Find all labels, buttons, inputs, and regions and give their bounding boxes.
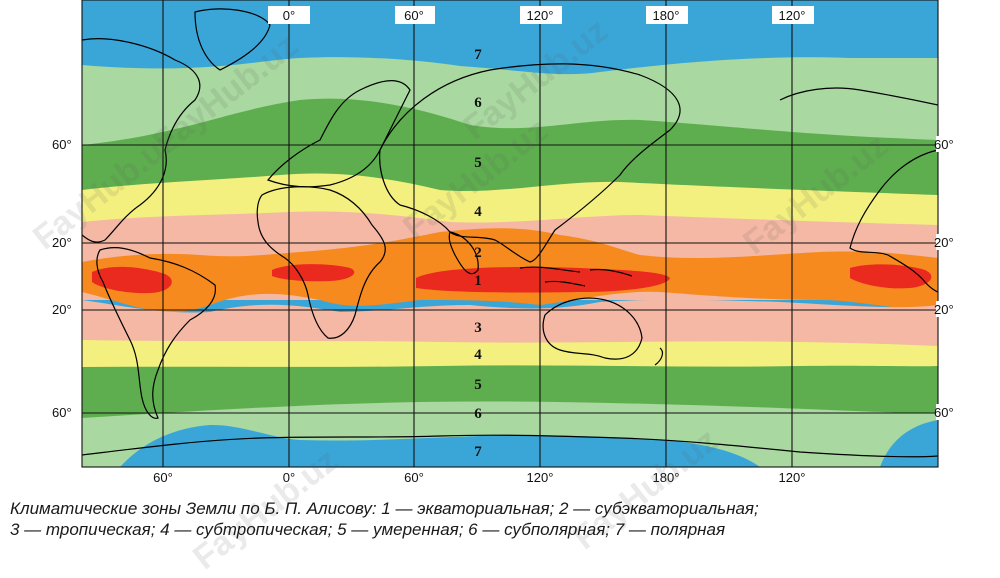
latitude-label: 20° bbox=[52, 235, 72, 250]
zone-number-label: 2 bbox=[474, 245, 482, 261]
longitude-label: 60° bbox=[404, 8, 424, 23]
latitude-label: 60° bbox=[52, 137, 72, 152]
zone-number-label: 5 bbox=[474, 155, 482, 171]
south-america-outline bbox=[96, 247, 217, 419]
equatorial-zone-africa bbox=[272, 264, 355, 282]
zone-number-label: 4 bbox=[474, 347, 482, 363]
longitude-label: 0° bbox=[283, 470, 295, 485]
latitude-labels-left: 60° 20° 20° 60° bbox=[50, 136, 80, 420]
latitude-label: 60° bbox=[52, 405, 72, 420]
longitude-label: 120° bbox=[527, 470, 554, 485]
asia-outline bbox=[379, 63, 681, 263]
caption-line: 3 — тропическая; 4 — субтропическая; 5 —… bbox=[10, 520, 726, 539]
zone-number-label: 4 bbox=[474, 204, 482, 220]
zone-number-label: 5 bbox=[474, 377, 482, 393]
greenland-outline bbox=[194, 8, 271, 71]
subtropical-zone-south bbox=[82, 340, 938, 372]
longitude-label: 60° bbox=[153, 470, 173, 485]
climate-zones-map: 0° 60° 120° 180° 120° 60° 0° 60° 120° 18… bbox=[50, 0, 970, 485]
zone-number-label: 3 bbox=[474, 320, 482, 336]
zone-number-label: 6 bbox=[474, 95, 482, 111]
longitude-label: 120° bbox=[527, 8, 554, 23]
longitude-labels-top: 0° 60° 120° 180° 120° bbox=[268, 6, 814, 24]
longitude-label: 120° bbox=[779, 8, 806, 23]
new-zealand-outline bbox=[654, 347, 664, 366]
north-america-outline bbox=[82, 38, 201, 243]
polar-zone-south-east bbox=[880, 420, 938, 467]
alaska-outline bbox=[779, 87, 938, 106]
europe-outline bbox=[267, 80, 411, 188]
longitude-label: 180° bbox=[653, 8, 680, 23]
equatorial-zone-asia-pacific bbox=[416, 267, 670, 293]
map-frame bbox=[81, 0, 939, 468]
latitude-label: 60° bbox=[934, 137, 954, 152]
antarctica-outline bbox=[82, 434, 938, 458]
equatorial-zone-east-pacific bbox=[850, 264, 932, 289]
longitude-labels-bottom: 60° 0° 60° 120° 180° 120° bbox=[153, 470, 805, 485]
latitude-label: 60° bbox=[934, 405, 954, 420]
map-caption: Климатические зоны Земли по Б. П. Алисов… bbox=[10, 498, 995, 540]
latitude-labels-right: 60° 20° 20° 60° bbox=[934, 136, 970, 420]
zone-number-labels: 7 6 5 4 2 1 3 4 5 6 7 bbox=[474, 47, 482, 460]
climate-zone-bands bbox=[82, 0, 938, 467]
caption-line: Климатические зоны Земли по Б. П. Алисов… bbox=[10, 499, 759, 518]
graticule bbox=[81, 0, 939, 468]
zone-number-label: 7 bbox=[474, 47, 482, 63]
zone-number-label: 6 bbox=[474, 406, 482, 422]
zone-number-label: 7 bbox=[474, 444, 482, 460]
latitude-label: 20° bbox=[934, 235, 954, 250]
equatorial-zone-america bbox=[92, 266, 172, 294]
indonesia-outline bbox=[519, 266, 633, 287]
longitude-label: 180° bbox=[653, 470, 680, 485]
longitude-label: 0° bbox=[283, 8, 295, 23]
latitude-label: 20° bbox=[934, 302, 954, 317]
longitude-label: 60° bbox=[404, 470, 424, 485]
tropical-zone-south bbox=[82, 299, 938, 350]
longitude-label: 120° bbox=[779, 470, 806, 485]
zone-number-label: 1 bbox=[474, 273, 482, 289]
india-outline bbox=[448, 231, 479, 275]
latitude-label: 20° bbox=[52, 302, 72, 317]
africa-outline bbox=[256, 186, 386, 339]
australia-outline bbox=[542, 297, 643, 360]
continent-outlines bbox=[82, 8, 938, 458]
north-america-west-outline bbox=[849, 149, 938, 293]
polar-zone-south bbox=[120, 424, 760, 467]
